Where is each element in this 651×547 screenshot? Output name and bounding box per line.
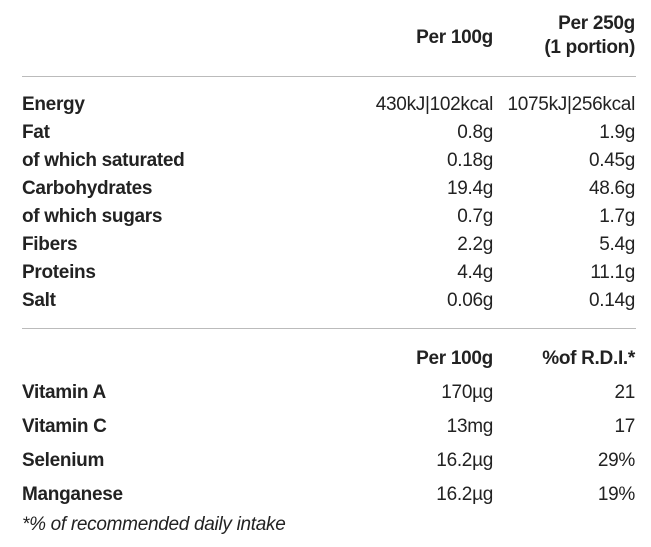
column-header: %of R.D.I.* [542, 348, 635, 369]
column-header: Per 100g [416, 27, 493, 48]
value: 48.6g [588, 178, 635, 199]
row-label: Manganese [22, 484, 123, 505]
value: 1.9g [599, 122, 635, 143]
column-header: Per 250g [558, 13, 635, 34]
row-label: Fat [22, 122, 50, 143]
value: 13mg [446, 416, 494, 437]
value: 170µg [441, 382, 493, 403]
value: 0.14g [588, 290, 635, 311]
value: 2.2g [457, 234, 493, 255]
value: 0.45g [588, 150, 635, 171]
row-label: Salt [22, 290, 56, 311]
divider [22, 76, 636, 77]
value: 0.7g [457, 206, 493, 227]
value: 0.8g [457, 122, 493, 143]
value: 16.2µg [436, 450, 493, 471]
row-label: of which saturated [22, 150, 185, 171]
row-label: Vitamin A [22, 382, 106, 403]
value: 19% [597, 484, 635, 505]
row-label: Fibers [22, 234, 78, 255]
row-label: Proteins [22, 262, 96, 283]
value: 21 [614, 382, 635, 403]
value: 16.2µg [436, 484, 493, 505]
value: 1075kJ|256kcal [507, 94, 636, 115]
value: 4.4g [457, 262, 493, 283]
divider [22, 328, 636, 329]
row-label: of which sugars [22, 206, 163, 227]
row-label: Vitamin C [22, 416, 107, 437]
value: 29% [597, 450, 635, 471]
column-header: (1 portion) [544, 37, 635, 58]
row-label: Energy [22, 94, 85, 115]
value: 19.4g [446, 178, 493, 199]
value: 5.4g [599, 234, 635, 255]
value: 0.06g [446, 290, 493, 311]
footnote: *% of recommended daily intake [22, 514, 286, 535]
value: 17 [614, 416, 635, 437]
value: 430kJ|102kcal [375, 94, 494, 115]
column-header: Per 100g [416, 348, 493, 369]
value: 0.18g [446, 150, 493, 171]
row-label: Carbohydrates [22, 178, 153, 199]
row-label: Selenium [22, 450, 105, 471]
value: 11.1g [590, 262, 635, 283]
value: 1.7g [599, 206, 635, 227]
